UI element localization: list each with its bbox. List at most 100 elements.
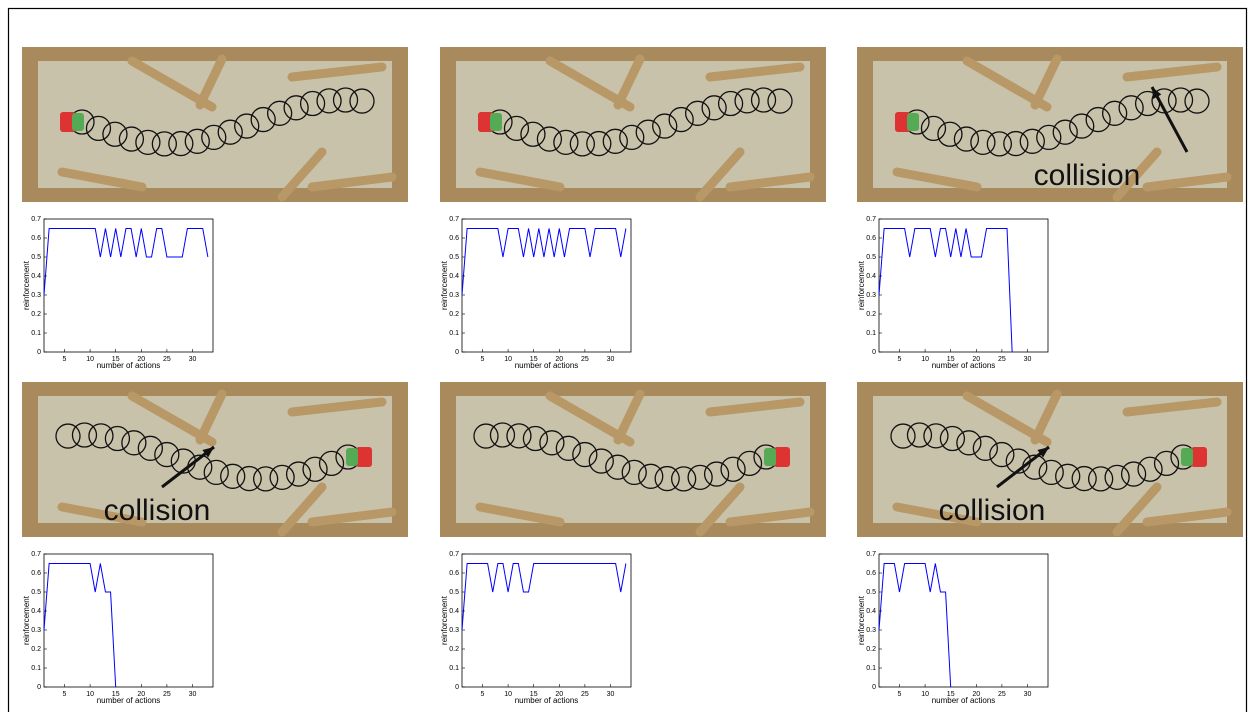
y-tick-label: 0.7 <box>31 551 41 558</box>
x-axis-label: number of actions <box>97 361 161 370</box>
panel: 00.10.20.30.40.50.60.751015202530number … <box>440 47 826 370</box>
x-axis-label: number of actions <box>515 361 579 370</box>
x-tick-label: 30 <box>607 691 615 698</box>
x-tick-label: 10 <box>86 356 94 363</box>
figure: 00.10.20.30.40.50.60.751015202530number … <box>0 0 1254 712</box>
robot <box>1191 447 1207 467</box>
y-tick-label: 0.3 <box>449 292 459 299</box>
y-tick-label: 0.3 <box>31 292 41 299</box>
x-tick-label: 25 <box>581 691 589 698</box>
y-tick-label: 0 <box>872 349 876 356</box>
x-axis-label: number of actions <box>515 696 579 705</box>
robot-body <box>907 113 919 131</box>
y-tick-label: 0.5 <box>31 589 41 596</box>
plot-area <box>462 219 631 352</box>
y-tick-label: 0.4 <box>449 273 459 280</box>
plot-area <box>44 554 213 687</box>
x-tick-label: 25 <box>163 356 171 363</box>
robot <box>774 447 790 467</box>
y-tick-label: 0 <box>455 349 459 356</box>
y-tick-label: 0.4 <box>31 608 41 615</box>
y-tick-label: 0.1 <box>449 330 459 337</box>
y-tick-label: 0.4 <box>866 273 876 280</box>
x-tick-label: 5 <box>481 691 485 698</box>
panel: collision00.10.20.30.40.50.60.7510152025… <box>857 47 1243 370</box>
y-tick-label: 0.5 <box>449 589 459 596</box>
x-tick-label: 10 <box>86 691 94 698</box>
x-tick-label: 25 <box>581 356 589 363</box>
collision-label: collision <box>1034 159 1141 192</box>
x-axis-label: number of actions <box>932 361 996 370</box>
y-axis-label: reinforcement <box>857 595 866 645</box>
panel: collision00.10.20.30.40.50.60.7510152025… <box>22 382 408 705</box>
y-tick-label: 0.4 <box>31 273 41 280</box>
plot-area <box>462 554 631 687</box>
panel: collision00.10.20.30.40.50.60.7510152025… <box>857 382 1243 705</box>
y-tick-label: 0.1 <box>449 665 459 672</box>
y-tick-label: 0.6 <box>31 570 41 577</box>
y-axis-label: reinforcement <box>440 260 449 310</box>
plot-area <box>44 219 213 352</box>
plot-area <box>879 219 1048 352</box>
y-tick-label: 0.6 <box>866 570 876 577</box>
x-tick-label: 30 <box>189 691 197 698</box>
y-tick-label: 0.7 <box>31 216 41 223</box>
y-tick-label: 0.2 <box>449 311 459 318</box>
y-tick-label: 0.2 <box>31 311 41 318</box>
x-tick-label: 30 <box>1024 691 1032 698</box>
robot <box>356 447 372 467</box>
y-tick-label: 0 <box>872 684 876 691</box>
y-tick-label: 0 <box>455 684 459 691</box>
y-tick-label: 0.6 <box>31 235 41 242</box>
y-tick-label: 0.3 <box>866 292 876 299</box>
x-tick-label: 30 <box>1024 356 1032 363</box>
x-tick-label: 25 <box>998 691 1006 698</box>
x-tick-label: 10 <box>504 691 512 698</box>
y-tick-label: 0.7 <box>866 551 876 558</box>
y-tick-label: 0.1 <box>31 330 41 337</box>
x-tick-label: 30 <box>189 356 197 363</box>
y-tick-label: 0.2 <box>449 646 459 653</box>
y-tick-label: 0.3 <box>866 627 876 634</box>
y-tick-label: 0.2 <box>866 646 876 653</box>
y-tick-label: 0.7 <box>449 216 459 223</box>
y-tick-label: 0.6 <box>449 570 459 577</box>
y-tick-label: 0 <box>37 349 41 356</box>
y-tick-label: 0.5 <box>866 589 876 596</box>
x-tick-label: 30 <box>607 356 615 363</box>
y-axis-label: reinforcement <box>440 595 449 645</box>
x-tick-label: 10 <box>921 356 929 363</box>
y-tick-label: 0.1 <box>31 665 41 672</box>
x-tick-label: 5 <box>898 691 902 698</box>
plot-area <box>879 554 1048 687</box>
y-tick-label: 0.3 <box>31 627 41 634</box>
robot-body <box>490 113 502 131</box>
collision-label: collision <box>104 494 211 527</box>
y-tick-label: 0.3 <box>449 627 459 634</box>
y-tick-label: 0.5 <box>449 254 459 261</box>
y-axis-label: reinforcement <box>22 595 31 645</box>
y-tick-label: 0.2 <box>866 311 876 318</box>
x-tick-label: 5 <box>898 356 902 363</box>
x-tick-label: 25 <box>998 356 1006 363</box>
y-tick-label: 0.5 <box>866 254 876 261</box>
x-tick-label: 10 <box>504 356 512 363</box>
y-tick-label: 0.7 <box>449 551 459 558</box>
y-tick-label: 0.6 <box>449 235 459 242</box>
x-tick-label: 5 <box>63 691 67 698</box>
x-axis-label: number of actions <box>97 696 161 705</box>
y-tick-label: 0.1 <box>866 665 876 672</box>
robot-body <box>346 448 358 466</box>
y-tick-label: 0.6 <box>866 235 876 242</box>
robot-body <box>1181 448 1193 466</box>
y-tick-label: 0.2 <box>31 646 41 653</box>
x-tick-label: 5 <box>63 356 67 363</box>
y-tick-label: 0.7 <box>866 216 876 223</box>
x-tick-label: 5 <box>481 356 485 363</box>
robot-body <box>72 113 84 131</box>
y-tick-label: 0.4 <box>449 608 459 615</box>
y-axis-label: reinforcement <box>857 260 866 310</box>
collision-label: collision <box>939 494 1046 527</box>
